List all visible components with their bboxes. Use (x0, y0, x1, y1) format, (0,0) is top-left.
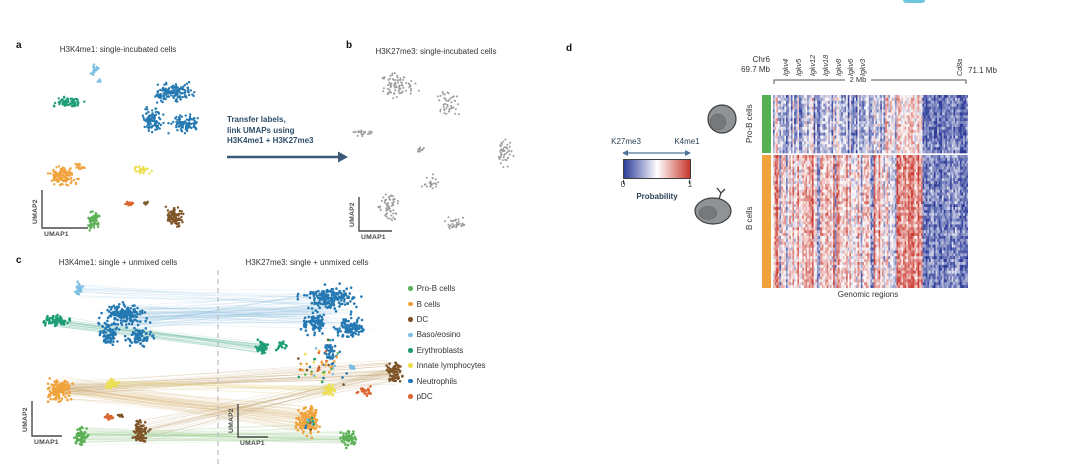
row-group-bar-pro-b-cells (762, 95, 771, 153)
umap-axes (31, 190, 392, 438)
colorbar-max-tick: 1 (687, 180, 693, 189)
panel-a-title: H3K4me1: single-incubated cells (59, 45, 177, 54)
legend-dot-icon (408, 394, 413, 399)
umap2-axis-label: UMAP2 (32, 199, 39, 224)
panel-c-right-points (254, 282, 404, 450)
legend-dot-icon (408, 378, 413, 384)
legend-dot-icon (408, 347, 413, 353)
b-cell-icon (694, 187, 732, 225)
legend-dot-icon (408, 317, 413, 322)
scale-bracket (773, 79, 967, 84)
panel-b-points (352, 72, 515, 230)
colorbar-left-label: K27me3 (611, 137, 641, 146)
legend-item: Innate lymphocytes (408, 358, 486, 373)
colorbar-min-tick: 0 (620, 180, 626, 189)
panel-b-title: H3K27me3: single-incubated cells (375, 47, 497, 56)
row-group-bar-b-cells (762, 155, 771, 288)
legend-label: DC (416, 314, 429, 324)
colorbar-right-label: K4me1 (674, 137, 700, 146)
row-group-label: Pro-B cells (745, 104, 754, 144)
umap-link-lines (45, 284, 403, 446)
panel-b-label: b (346, 40, 353, 51)
colorbar-ticks (623, 180, 690, 184)
legend-item: Erythroblasts (408, 343, 486, 358)
legend-label: Baso/eosino (416, 330, 461, 340)
gene-label: Igkv3 (857, 58, 867, 76)
panel-a-points (46, 63, 199, 232)
panel-d-label: d (566, 43, 573, 54)
scale-label: 2 Mb (849, 75, 867, 84)
scatter-points (42, 63, 515, 450)
region-start-label: 69.7 Mb (741, 65, 770, 74)
umap2-axis-label: UMAP2 (228, 408, 235, 433)
pro-b-cell-icon (707, 104, 737, 134)
transfer-annotation-line1: Transfer labels, (227, 115, 286, 124)
transfer-annotation: Transfer labels, link UMAPs using H3K4me… (227, 115, 314, 147)
legend-item: B cells (408, 296, 486, 311)
colorbar-range-arrow (622, 150, 691, 156)
transfer-annotation-line2: link UMAPs using (227, 125, 295, 135)
legend-item: DC (408, 312, 486, 327)
gene-label: Igkv6 (846, 58, 856, 76)
umap2-axis-label: UMAP2 (349, 202, 356, 227)
gene-label: Igkv4 (780, 58, 790, 76)
panel-a-label: a (16, 40, 22, 51)
legend-label: Pro-B cells (416, 284, 456, 294)
legend-dot-icon (408, 363, 413, 368)
top-edge-artifact (903, 0, 925, 3)
legend-label: Neutrophils (416, 376, 458, 386)
b-cell-receptor-icon (716, 187, 726, 200)
gene-label: Cd8a (955, 58, 965, 76)
legend-label: Innate lymphocytes (416, 361, 486, 371)
colorbar-title: Probability (636, 192, 678, 201)
legend-item: pDC (408, 389, 486, 404)
probability-colorbar (623, 159, 691, 179)
umap2-axis-label: UMAP2 (22, 407, 29, 432)
gene-label: Igkv5 (794, 58, 803, 76)
row-group-label: B cells (745, 206, 754, 230)
panel-c-right-title: H3K27me3: single + unmixed cells (245, 258, 369, 267)
gene-label: Igkv8 (833, 58, 843, 76)
panel-c-left-points (42, 280, 156, 446)
legend-item: Pro-B cells (408, 281, 486, 296)
legend-dot-icon (408, 332, 413, 338)
chromosome-label: Chr6 (752, 55, 770, 64)
legend-label: pDC (416, 391, 433, 401)
umap1-axis-label: UMAP1 (44, 231, 69, 238)
legend-item: Neutrophils (408, 373, 486, 388)
legend-dot-icon (408, 286, 413, 291)
legend-dot-icon (408, 301, 413, 307)
gene-label: Igkv12 (808, 54, 818, 76)
umap1-axis-label: UMAP1 (361, 234, 386, 241)
umap1-axis-label: UMAP1 (34, 439, 59, 446)
heatmap-x-label: Genomic regions (837, 290, 899, 299)
region-end-label: 71.1 Mb (968, 66, 997, 75)
legend: Pro-B cells B cells DC Baso/eosino Erythrobl… (408, 281, 486, 404)
transfer-annotation-line3: H3K4me1 + H3K27me3 (227, 136, 314, 145)
panel-c-label: c (16, 255, 22, 266)
umap1-axis-label: UMAP1 (240, 440, 265, 447)
gene-label: Igkv18 (820, 54, 830, 76)
panel-c-left-title: H3K4me1: single + unmixed cells (58, 258, 178, 267)
probability-heatmap (773, 95, 968, 288)
transfer-arrow (227, 151, 348, 163)
legend-label: B cells (416, 299, 441, 309)
legend-item: Baso/eosino (408, 327, 486, 342)
legend-label: Erythroblasts (416, 345, 464, 355)
